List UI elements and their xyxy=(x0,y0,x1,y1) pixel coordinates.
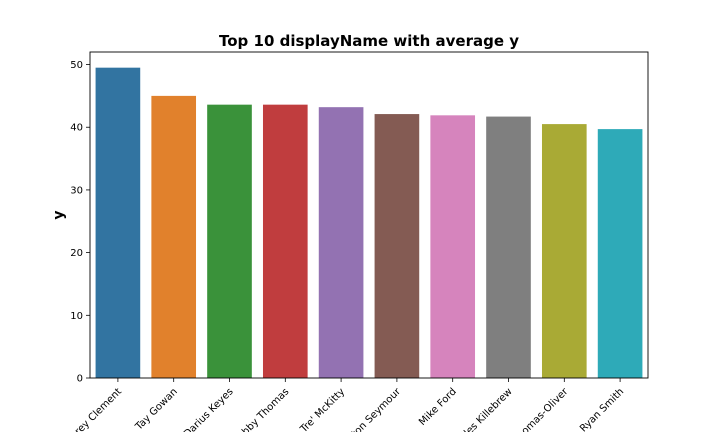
x-tick-label: Tre' McKitty xyxy=(298,386,347,432)
bar-5 xyxy=(374,114,420,378)
bars-group xyxy=(95,67,643,379)
y-tick-label: 30 xyxy=(70,185,83,196)
x-tick-label: Ryan Smith xyxy=(578,386,626,432)
x-tick-label: Tay Gowan xyxy=(133,386,180,432)
bar-0 xyxy=(95,67,141,379)
y-tick-label: 20 xyxy=(70,248,83,259)
bar-7 xyxy=(486,116,531,378)
y-axis: 0 10 20 30 40 50 xyxy=(70,60,90,385)
x-tick-label: Bobby Thomas xyxy=(231,386,291,432)
x-tick-label: Mike Ford xyxy=(417,386,459,428)
bar-3 xyxy=(262,104,308,378)
x-tick-label: Darius Keyes xyxy=(182,386,236,432)
x-tick-label: Thomas-Oliver xyxy=(510,386,571,432)
chart-title: Top 10 displayName with average y xyxy=(219,32,519,50)
bar-2 xyxy=(207,104,252,378)
y-tick-label: 50 xyxy=(70,60,83,71)
x-tick-label: Dalton Seymour xyxy=(338,386,404,432)
x-tick-label: Miles Killebrew xyxy=(454,386,514,432)
plot-frame xyxy=(89,51,649,379)
bar-8 xyxy=(541,124,587,378)
bar-6 xyxy=(430,115,476,378)
bar-9 xyxy=(597,129,643,378)
y-tick-label: 40 xyxy=(70,123,83,134)
bar-1 xyxy=(151,95,197,378)
y-tick-label: 0 xyxy=(77,374,83,385)
x-tick-label: Corey Clement xyxy=(64,386,124,432)
y-tick-label: 10 xyxy=(70,311,83,322)
x-axis: Corey Clement Tay Gowan Darius KeyesBobby … xyxy=(64,378,626,432)
y-axis-label: y xyxy=(51,210,67,219)
bar-4 xyxy=(318,107,364,379)
